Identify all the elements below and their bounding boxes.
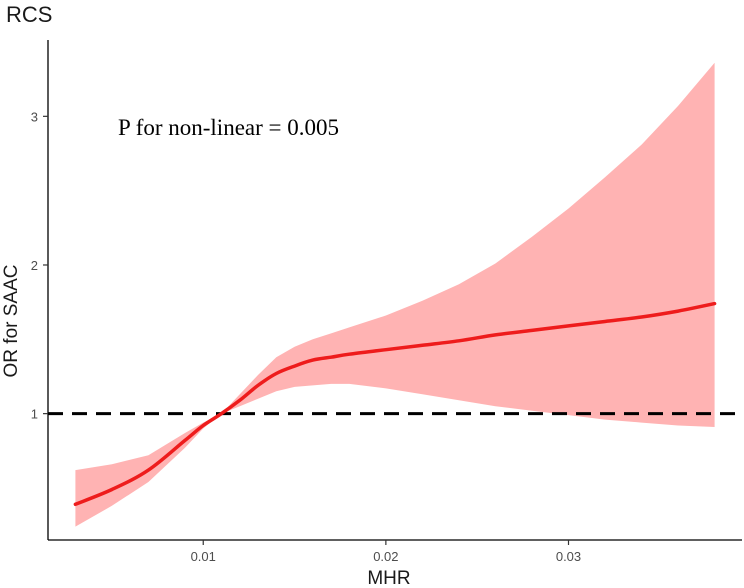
x-tick-label: 0.03 xyxy=(556,549,581,564)
y-tick-label: 1 xyxy=(31,407,38,422)
p-value-annotation: P for non-linear = 0.005 xyxy=(118,115,339,140)
x-tick-label: 0.02 xyxy=(373,549,398,564)
or-curve-line xyxy=(73,301,717,507)
confidence-band xyxy=(75,62,715,527)
y-axis-label: OR for SAAC xyxy=(1,265,22,378)
x-axis-label: MHR xyxy=(367,568,410,588)
x-tick-label: 0.01 xyxy=(191,549,216,564)
y-tick-label: 2 xyxy=(31,258,38,273)
chart-title: RCS xyxy=(6,2,52,27)
y-tick-label: 3 xyxy=(31,109,38,124)
